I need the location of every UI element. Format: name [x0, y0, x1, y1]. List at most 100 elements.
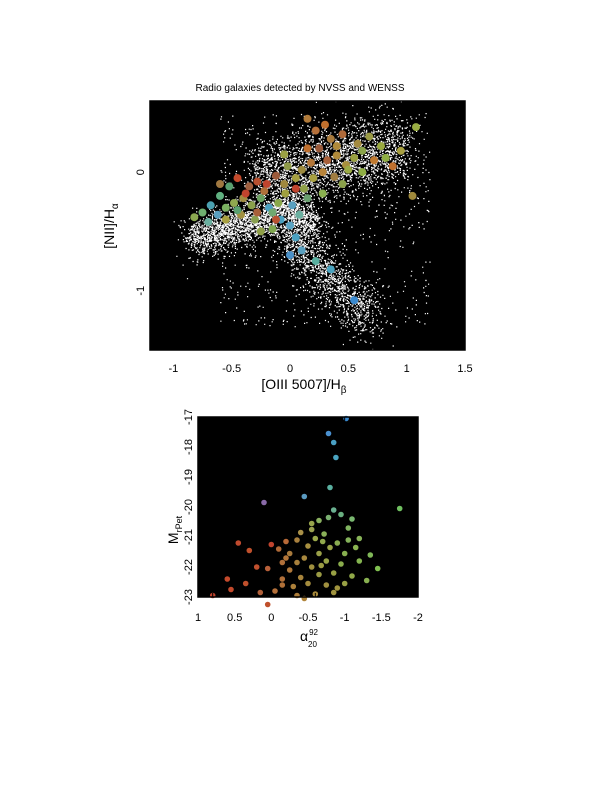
- bottom-data-point: [261, 499, 267, 506]
- top-data-point: [286, 251, 294, 260]
- bottom-data-point: [333, 454, 339, 461]
- bottom-data-point: [338, 561, 344, 567]
- top-data-point: [247, 201, 256, 210]
- top-data-point: [221, 215, 230, 224]
- top-data-point: [318, 189, 327, 198]
- top-data-point: [253, 208, 262, 217]
- bottom-data-point: [325, 430, 332, 437]
- top-data-point: [307, 158, 315, 167]
- top-data-point: [268, 225, 277, 234]
- bottom-data-point: [352, 544, 359, 551]
- top-data-point: [297, 246, 306, 255]
- bottom-data-point: [305, 580, 311, 587]
- top-data-point: [291, 184, 300, 193]
- x-tick-label: -1.5: [372, 612, 391, 624]
- top-x-axis-label: [OIII 5007]/Hβ: [261, 376, 346, 396]
- bottom-data-point: [308, 564, 315, 570]
- bottom-data-point: [286, 567, 293, 573]
- bottom-data-point: [330, 507, 337, 513]
- y-tick-label: -21: [183, 529, 195, 545]
- top-y-tick-labels: -1 0: [135, 169, 147, 296]
- top-data-point: [350, 296, 359, 305]
- bottom-data-point: [349, 573, 355, 579]
- bottom-plot-area: [198, 417, 418, 597]
- top-plot-frame: [149, 100, 466, 351]
- top-data-point: [295, 210, 304, 219]
- top-data-point: [365, 132, 374, 141]
- top-data-point: [326, 134, 335, 143]
- top-data-point: [256, 194, 265, 203]
- bottom-data-point: [305, 543, 311, 549]
- top-data-point: [256, 227, 265, 236]
- top-data-point: [253, 177, 262, 186]
- bottom-data-point: [294, 537, 300, 543]
- bottom-data-point: [341, 550, 348, 557]
- bottom-data-point: [283, 538, 289, 545]
- top-data-point: [206, 201, 215, 210]
- bottom-data-point: [327, 484, 333, 491]
- y-tick-label: -17: [183, 409, 195, 425]
- bottom-data-point: [308, 520, 315, 527]
- bottom-data-point: [318, 562, 325, 569]
- top-data-point: [297, 165, 306, 174]
- top-data-point: [291, 174, 300, 183]
- bottom-data-point: [396, 505, 403, 512]
- top-data-point: [388, 162, 397, 171]
- top-y-axis-label: [NII]/Hα: [101, 203, 121, 249]
- top-data-point: [326, 265, 335, 274]
- bottom-data-point: [246, 547, 253, 554]
- bottom-data-point: [374, 565, 381, 572]
- top-data-point: [311, 126, 320, 135]
- top-data-point: [274, 199, 283, 207]
- density-cloud-points: [173, 101, 431, 350]
- bottom-data-point: [279, 576, 286, 582]
- top-data-point: [381, 153, 390, 162]
- bottom-data-point: [264, 565, 271, 572]
- bottom-data-point: [316, 517, 322, 524]
- top-data-point: [221, 203, 230, 212]
- top-data-point: [260, 187, 269, 196]
- top-data-point: [204, 217, 213, 226]
- y-tick-label: -22: [183, 559, 195, 575]
- bottom-y-tick-labels: -23 -22 -21 -20 -19 -18 -17: [183, 409, 195, 605]
- bottom-data-point: [279, 582, 286, 588]
- bottom-data-point: [316, 571, 322, 578]
- x-tick-label: -2: [413, 612, 423, 624]
- top-data-point: [272, 171, 280, 180]
- x-tick-label: 0: [287, 363, 293, 375]
- bottom-data-point: [356, 558, 363, 564]
- bottom-data-point: [323, 582, 330, 588]
- top-data-point: [280, 180, 289, 188]
- bottom-data-point: [319, 538, 326, 545]
- bottom-data-point: [330, 589, 337, 596]
- bottom-data-point: [325, 514, 332, 521]
- bottom-data-point: [301, 555, 308, 561]
- bottom-panel: 1 0.5 0 -0.5 -1 -1.5 -2 -23-22-21-20-19-18-17 …: [165, 409, 423, 649]
- top-data-point: [288, 201, 297, 210]
- top-data-point: [216, 180, 224, 188]
- top-data-point: [241, 189, 250, 198]
- top-data-point: [370, 156, 378, 165]
- top-data-point: [283, 162, 292, 171]
- bottom-data-point: [294, 559, 300, 566]
- x-tick-label: 0: [268, 612, 274, 624]
- x-tick-label: 0.5: [341, 363, 356, 375]
- bottom-points: [209, 415, 403, 608]
- bottom-data-point: [297, 529, 304, 536]
- bottom-data-point: [367, 552, 374, 558]
- x-tick-label: -0.5: [222, 363, 241, 375]
- bottom-data-point: [257, 589, 264, 596]
- bottom-data-point: [312, 535, 319, 542]
- top-data-point: [344, 165, 353, 174]
- top-data-point: [190, 213, 199, 222]
- bottom-data-point: [301, 493, 308, 500]
- bottom-y-axis-label: MrPet: [165, 515, 184, 544]
- y-tick-label: -23: [183, 589, 195, 605]
- x-tick-label: -1: [168, 363, 178, 375]
- top-data-point: [251, 215, 259, 224]
- top-panel: Radio galaxies detected by NVSS and WENS…: [101, 83, 473, 396]
- top-data-point: [303, 194, 312, 203]
- top-data-point: [272, 215, 280, 224]
- bottom-data-point: [334, 585, 341, 591]
- top-data-point: [377, 142, 385, 151]
